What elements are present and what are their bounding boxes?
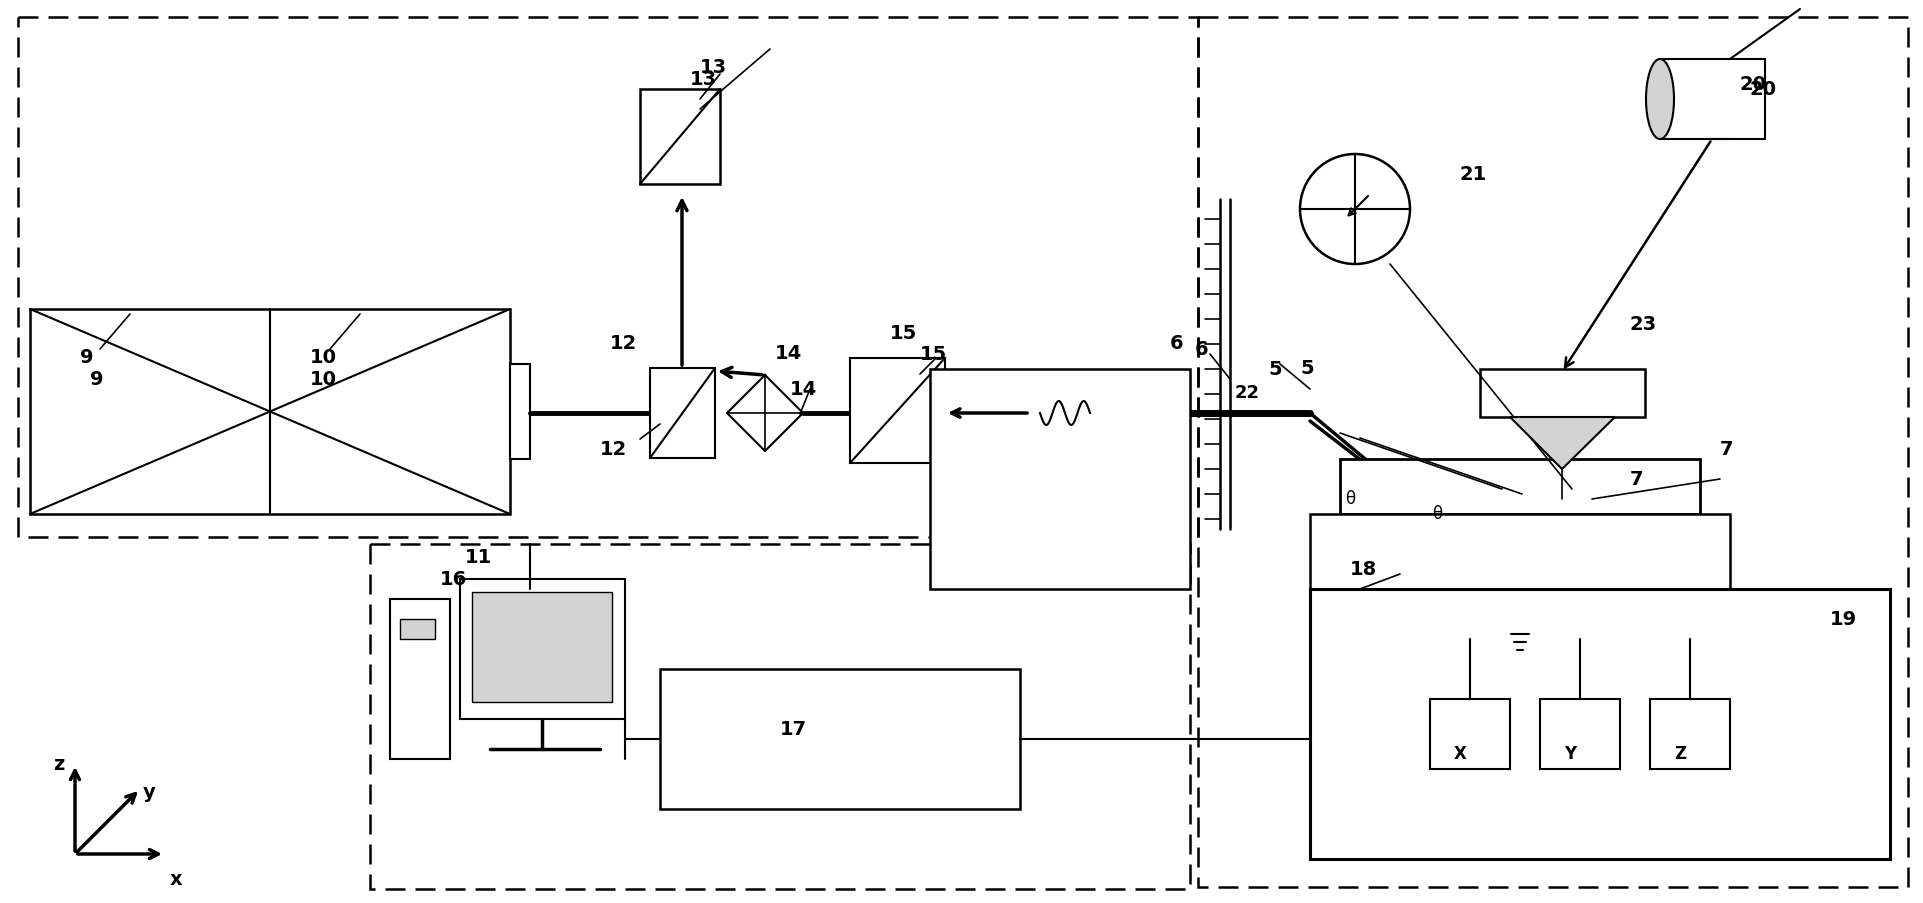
Text: 5: 5 [1267,359,1281,378]
Bar [1198,18,1908,887]
Text: 6: 6 [1194,340,1208,358]
Text: 15: 15 [919,345,946,364]
Bar [390,600,450,759]
Text: z: z [54,754,63,773]
Text: 21: 21 [1460,165,1486,184]
Text: 12: 12 [600,440,627,459]
Text: y: y [142,782,156,801]
Bar [1538,699,1619,769]
Bar [929,369,1190,590]
Text: 14: 14 [775,344,802,363]
Bar [1310,590,1888,859]
Text: 10: 10 [310,369,337,388]
Bar [1310,515,1729,634]
Text: Y: Y [1563,744,1575,762]
Text: 11: 11 [465,547,492,566]
Text: 20: 20 [1750,79,1777,99]
Bar [471,592,612,703]
Text: 10: 10 [310,348,337,367]
Text: 20: 20 [1738,75,1765,94]
Text: 5: 5 [1300,358,1313,377]
Text: X: X [1452,744,1465,762]
Bar [369,545,1190,889]
Bar [1338,460,1700,515]
Text: x: x [169,869,183,888]
Text: 18: 18 [1350,559,1377,578]
Text: Z: Z [1673,744,1685,762]
Text: 9: 9 [81,348,94,367]
Bar [1660,60,1763,140]
Text: 16: 16 [440,570,467,589]
Text: 19: 19 [1829,610,1856,628]
Polygon shape [1510,417,1613,470]
Text: 7: 7 [1629,470,1642,489]
Text: 17: 17 [779,719,808,738]
Text: θ: θ [1344,489,1354,507]
Bar [640,90,719,185]
Bar [1479,369,1644,417]
Text: 12: 12 [610,333,637,352]
Text: 15: 15 [890,323,917,342]
Bar [510,365,529,460]
Text: 22: 22 [1235,384,1260,402]
Bar [1650,699,1729,769]
Text: 7: 7 [1719,440,1733,459]
Text: 6: 6 [1169,333,1183,352]
Bar [650,368,715,459]
Bar [460,580,625,719]
Text: 9: 9 [90,369,104,388]
Text: 23: 23 [1629,314,1656,333]
Text: θ: θ [1431,505,1442,523]
Text: 13: 13 [700,58,727,77]
Bar [1429,699,1510,769]
Bar [31,310,510,515]
Text: 13: 13 [690,70,717,88]
Bar [17,18,1198,537]
Bar [660,669,1019,809]
Bar [850,358,944,463]
Ellipse shape [1646,60,1673,140]
Text: 14: 14 [790,379,817,398]
Bar [400,619,435,639]
